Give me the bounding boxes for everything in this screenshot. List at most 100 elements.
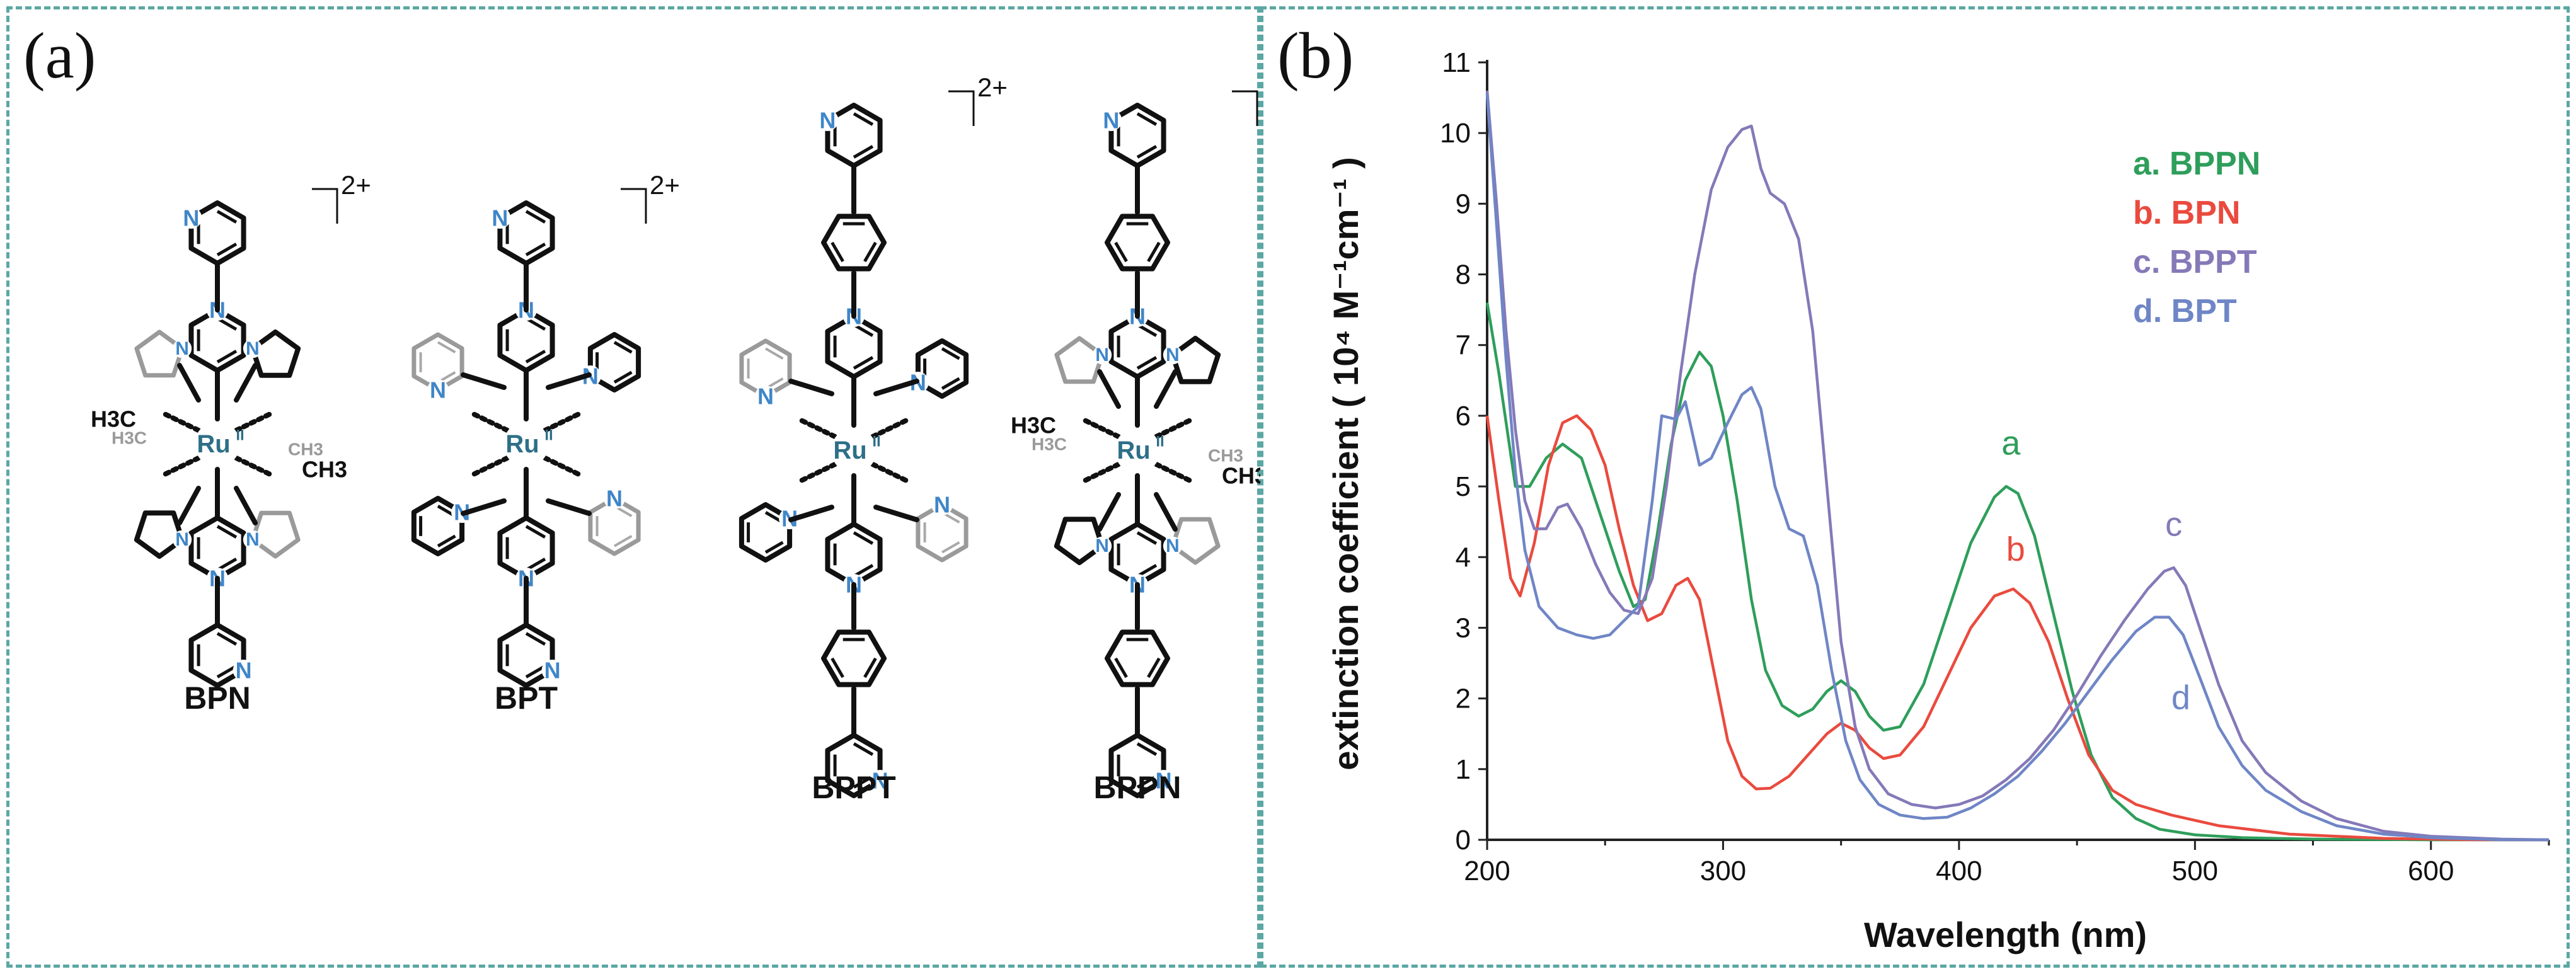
legend-entry-c: c. BPPT [2133, 244, 2257, 280]
nitrogen-atom: N [757, 384, 774, 410]
double-bond [831, 657, 844, 679]
pyridine-ring [821, 214, 887, 272]
double-bond [216, 525, 238, 539]
double-bond [1136, 356, 1158, 370]
bond [461, 372, 507, 390]
atom-mask [195, 421, 240, 467]
double-bond [941, 347, 960, 360]
nitrogen-atom: N [544, 658, 561, 684]
atom-mask [541, 660, 563, 681]
oxidation-state: II [872, 433, 880, 450]
ruthenium-atom: Ru [197, 430, 230, 458]
bond [788, 379, 834, 396]
bond [177, 363, 201, 403]
bond [1097, 492, 1121, 532]
methyl-group: H3C [1011, 413, 1056, 438]
bond [177, 486, 201, 525]
pyridine-ring [915, 338, 969, 399]
y-tick-label: 6 [1456, 401, 1471, 432]
atom-mask [173, 530, 192, 549]
double-bond [853, 112, 874, 126]
double-bond [216, 210, 238, 224]
double-bond [614, 535, 633, 547]
oxidation-state: II [236, 427, 244, 444]
molecule-name: BPPT [812, 770, 895, 805]
charge-label: 2+ [977, 72, 1008, 102]
bond [788, 505, 834, 522]
x-tick-label: 500 [2172, 856, 2218, 886]
x-tick-label: 200 [1464, 856, 1510, 886]
coordination-bond [468, 410, 510, 433]
methyl-group: CH3 [302, 457, 347, 483]
curve-label-b: b [2006, 530, 2025, 568]
charge-label: 2+ [650, 170, 680, 200]
y-tick-label: 0 [1456, 825, 1471, 856]
series-line-c [1485, 90, 2550, 842]
methyl-group: H3C [112, 428, 147, 448]
bond [873, 379, 919, 396]
y-tick-label: 10 [1440, 118, 1471, 149]
coordination-bond [543, 455, 584, 478]
nitrogen-atom: N [175, 529, 189, 550]
nitrogen-atom: N [236, 658, 252, 684]
atom-mask [1093, 536, 1112, 556]
bond [1154, 369, 1178, 409]
double-bond [1147, 657, 1161, 679]
double-bond [853, 323, 874, 337]
charge-bracket [1232, 90, 1258, 126]
double-bond [216, 665, 238, 679]
atom-mask [1153, 770, 1175, 791]
pyridine-ring [587, 332, 641, 392]
y-tick-label: 9 [1456, 188, 1471, 219]
coordination-bond [870, 416, 912, 439]
nitrogen-atom: N [819, 108, 836, 134]
double-bond [216, 243, 238, 256]
coordination-bond [234, 410, 275, 433]
double-bond [941, 377, 960, 390]
molecule-name: BPT [495, 680, 558, 716]
double-bond [1114, 241, 1128, 263]
double-bond [437, 341, 456, 353]
coordination-bond [1079, 462, 1121, 484]
ruthenium-atom: Ru [833, 437, 866, 464]
bond [546, 372, 592, 390]
ruthenium-atom: Ru [505, 430, 539, 458]
molecule-name: BPPN [1094, 770, 1182, 805]
series-line-d [1485, 94, 2549, 842]
y-tick-label: 2 [1456, 684, 1471, 714]
y-tick-label: 4 [1456, 542, 1471, 573]
bond [1097, 369, 1121, 409]
double-bond [853, 775, 874, 789]
double-bond [1136, 145, 1158, 159]
atom-mask [931, 494, 953, 515]
pyridine-ring [821, 629, 887, 687]
coordination-bond [468, 455, 510, 478]
methyl-group: CH3 [1208, 446, 1243, 466]
atom-mask [233, 660, 255, 681]
atom-mask [489, 207, 511, 229]
legend-entry-b: b. BPN [2133, 195, 2240, 231]
double-bond [525, 558, 546, 571]
nitrogen-atom: N [430, 377, 446, 403]
coordination-bond [543, 410, 584, 433]
pyridine-ring [188, 622, 246, 688]
double-bond [216, 558, 238, 571]
atom-mask [503, 421, 549, 467]
pyridine-ring [1105, 629, 1170, 687]
panel-a: (a) N N N N N N N N H3C CH3 H3C CH3 Ru II 2+ BPN N N N N N N N… [6, 6, 1291, 968]
double-bond [437, 534, 456, 547]
methyl-group: H3C [1032, 435, 1067, 454]
double-bond [1136, 112, 1158, 126]
double-bond [216, 317, 238, 331]
y-axis-title: extinction coefficient ( 10⁴ M⁻¹cm⁻¹ ) [1326, 157, 1366, 771]
coordination-bond [1154, 416, 1195, 439]
double-bond [941, 541, 960, 554]
coordination-bond [159, 455, 201, 478]
double-bond [1136, 564, 1158, 578]
panel-b-label: (b) [1277, 20, 1354, 92]
coordination-bond [1154, 462, 1195, 484]
y-tick-label: 11 [1442, 47, 1471, 78]
double-bond [853, 564, 874, 578]
